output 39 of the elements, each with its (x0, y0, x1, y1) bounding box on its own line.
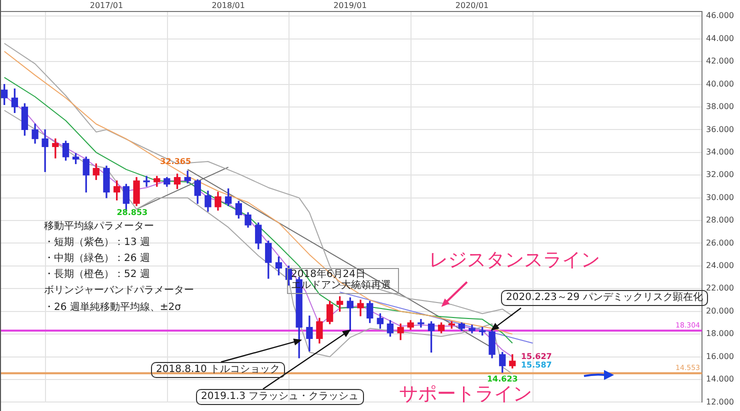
y-tick-label: 42.000 (706, 56, 734, 66)
y-tick-label: 30.000 (706, 192, 734, 202)
y-tick-label: 26.000 (706, 238, 734, 248)
y-tick-label: 28.000 (706, 216, 734, 225)
annotation: ・短期（紫色）：13 週 (44, 237, 150, 248)
x-tick-label: 2020/01 (455, 0, 489, 10)
annotation: 2019.1.3 フラッシュ・クラッシュ (196, 389, 364, 404)
annotation: 32.365 (160, 157, 192, 166)
annotation: ・26 週単純移動平均線、±2σ (44, 302, 181, 314)
y-tick-label: 34.000 (706, 147, 734, 156)
y-tick-label: 38.000 (706, 102, 734, 112)
annotation: 2018.8.10 トルコショック (151, 362, 286, 378)
y-tick-label: 32.000 (706, 170, 734, 180)
y-tick-label: 40.000 (706, 79, 734, 88)
y-tick-label: 14.000 (706, 374, 734, 384)
y-tick-label: 46.000 (706, 11, 734, 20)
y-tick-label: 20.000 (706, 306, 734, 316)
candlestick (143, 176, 150, 187)
x-tick-label: 2017/01 (90, 0, 124, 10)
y-tick-label: 44.000 (706, 34, 734, 43)
y-tick-label: 36.000 (706, 124, 734, 134)
annotation: 15.587 (520, 360, 552, 370)
y-tick-label: 12.000 (706, 397, 734, 406)
x-tick-label: 2018/01 (212, 0, 245, 10)
annotation: 14.623 (486, 374, 518, 384)
annotation: 移動平均線パラメーター (44, 221, 154, 232)
y-tick-label: 24.000 (706, 261, 734, 270)
y-tick-label: 22.000 (706, 284, 734, 293)
annotation: ボリンジャーバンドパラメーター (44, 285, 194, 296)
candlestick (42, 129, 48, 172)
annotation: ・中期（緑色）：26 週 (44, 253, 150, 264)
annotation: 15.627 (520, 352, 552, 362)
annotation: レジスタンスライン (429, 249, 600, 272)
annotation: 28.853 (116, 208, 148, 217)
x-tick-label: 2019/01 (334, 0, 367, 10)
annotation: ・長期（橙色）：52 週 (44, 269, 150, 280)
y-tick-label: 18.000 (706, 329, 734, 338)
annotation: サポートライン (399, 383, 532, 406)
y-tick-label: 16.000 (706, 352, 734, 361)
